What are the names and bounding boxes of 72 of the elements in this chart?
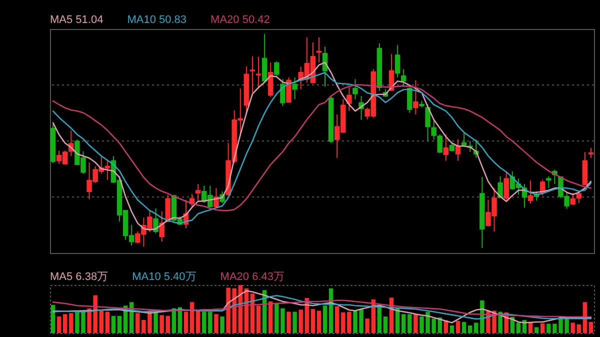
candlestick (588, 147, 594, 158)
candlestick (250, 56, 256, 94)
bar (316, 310, 322, 333)
bar (62, 314, 68, 333)
candlestick (268, 62, 274, 98)
text: MA5 51.04 (50, 14, 104, 26)
bar (570, 322, 575, 333)
bar (111, 316, 116, 333)
candlestick (292, 76, 298, 100)
bar (480, 300, 484, 333)
bar (99, 310, 104, 333)
text: MA10 50.83 (127, 14, 187, 26)
candlestick (425, 104, 430, 142)
bar (154, 312, 158, 333)
bar (334, 306, 340, 333)
candlestick (195, 184, 201, 202)
bar (286, 312, 291, 333)
candlestick (256, 56, 262, 88)
bar (196, 310, 200, 333)
bar (190, 302, 194, 333)
bar (292, 312, 297, 333)
bar (540, 323, 545, 333)
bar (462, 322, 466, 333)
bar (588, 322, 594, 333)
bar (408, 314, 412, 333)
bar (576, 324, 582, 333)
bar (56, 316, 62, 333)
bar (202, 312, 206, 333)
bar (414, 314, 418, 333)
candlestick (570, 192, 576, 206)
bar (401, 314, 406, 333)
bar (214, 314, 218, 333)
bar (220, 316, 224, 333)
bar (534, 327, 539, 333)
candlestick (274, 60, 280, 76)
candlestick (400, 68, 406, 88)
bar (105, 312, 110, 333)
bar (117, 316, 122, 333)
bar (69, 313, 74, 333)
bar (256, 306, 261, 333)
bar (474, 322, 478, 333)
text: MA10 5.40万 (132, 270, 196, 284)
bar (456, 321, 460, 333)
candlestick (413, 80, 418, 115)
candlestick (443, 134, 449, 162)
candlestick (582, 152, 588, 186)
bar (516, 322, 521, 333)
bar (383, 316, 388, 333)
candlestick (407, 87, 412, 114)
bar (166, 316, 170, 333)
candlestick (528, 180, 534, 204)
candlestick (159, 210, 164, 242)
candlestick (394, 44, 400, 78)
candlestick (153, 208, 158, 234)
bar (310, 309, 316, 333)
bar (184, 312, 188, 333)
candlestick (352, 78, 358, 100)
text: MA5 6.38万 (50, 270, 108, 284)
candlestick (262, 34, 268, 82)
bar (450, 325, 454, 333)
candlestick (504, 170, 509, 200)
text: MA20 50.42 (210, 14, 270, 26)
bar (322, 306, 328, 333)
bar (160, 315, 164, 333)
candlestick (346, 86, 352, 112)
bar (298, 310, 303, 333)
bar (268, 301, 273, 333)
bar (468, 325, 472, 333)
candlestick (546, 176, 552, 189)
bar (208, 312, 212, 333)
series-label: MA20 6.43万 (220, 270, 284, 284)
bar (365, 318, 370, 333)
